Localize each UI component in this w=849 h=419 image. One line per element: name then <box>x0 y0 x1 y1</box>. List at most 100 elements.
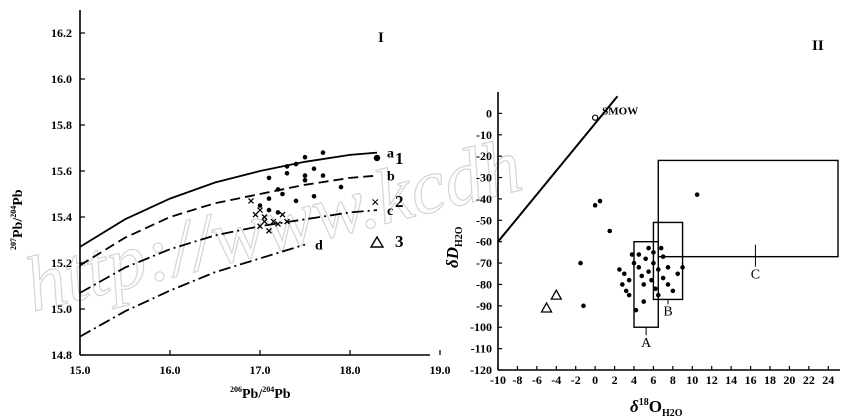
panel-i-label: I <box>378 30 384 46</box>
data-point-dot <box>636 252 642 257</box>
data-point-dot <box>284 171 290 176</box>
y-tick-label: 15.8 <box>51 118 72 132</box>
x-tick-label: 14 <box>725 373 737 387</box>
x-tick-label: -8 <box>512 373 522 387</box>
panel-i-x-axis-label: 206Pb/204Pb <box>230 385 291 402</box>
data-point-cross <box>279 211 286 218</box>
region-box-C <box>657 159 839 258</box>
panel-i-y-ticks: 14.8 15.0 15.2 15.4 15.6 15.8 16.0 16.2 <box>51 26 85 362</box>
data-point-dot <box>597 198 603 204</box>
data-point-dot <box>641 282 647 287</box>
curve-b <box>79 174 378 267</box>
x-tick-label: -6 <box>532 373 542 387</box>
y-tick-label: -10 <box>476 128 492 142</box>
data-point-dot <box>293 198 299 204</box>
x-tick-label: 18.0 <box>340 363 361 377</box>
data-point-dot <box>639 273 645 279</box>
data-point-dot <box>653 286 658 292</box>
curve-a <box>79 151 378 248</box>
data-point-dot <box>311 194 317 199</box>
y-tick-label: 0 <box>486 106 492 120</box>
data-point-dot <box>655 267 661 272</box>
data-point-dot <box>665 282 671 287</box>
data-point-dot <box>275 210 281 215</box>
data-point-dot <box>620 282 625 287</box>
x-tick-label: 10 <box>686 373 698 387</box>
data-point-dot <box>275 187 281 192</box>
data-point-dot <box>680 265 685 270</box>
data-point-dot <box>578 260 583 266</box>
data-point-dot <box>626 277 632 283</box>
x-tick-label: 16 <box>745 373 757 387</box>
data-point-dot <box>651 260 656 266</box>
data-point-dot <box>257 203 263 208</box>
curve-d <box>79 243 306 338</box>
x-tick-label: 4 <box>631 373 637 387</box>
legend-dot-marker <box>373 154 381 162</box>
y-tick-label: 14.8 <box>51 348 72 362</box>
curve-label-a: a <box>387 147 394 162</box>
panel-i-curves: ab c d <box>79 147 395 338</box>
data-point-dot <box>302 154 308 160</box>
data-point-dot <box>293 161 299 167</box>
data-point-cross <box>261 218 268 225</box>
y-tick-label: -110 <box>471 342 492 356</box>
data-point-cross <box>257 207 263 214</box>
panel-i-y-axis-label: 207Pb/204Pb <box>9 189 26 250</box>
panel-i-legend: 1 × 2 3 <box>369 149 404 251</box>
data-point-dot <box>641 299 647 304</box>
x-tick-label: 6 <box>650 373 656 387</box>
panel-ii-y-ticks: 0 -10 -20 -30 -40 -50 -60 -70 -80 -90 -100 -110 -120 <box>470 106 502 377</box>
legend-triangle-marker <box>369 235 385 248</box>
region-label-C: C <box>751 268 760 283</box>
data-point-dot <box>266 196 272 201</box>
x-tick-label: 2 <box>612 373 618 387</box>
x-tick-label: -2 <box>571 373 581 387</box>
data-point-dot <box>651 250 656 255</box>
x-tick-label: 18 <box>764 373 776 387</box>
data-point-dot <box>694 192 700 197</box>
panel-ii-label: II <box>812 38 824 54</box>
data-point-dot <box>655 292 661 298</box>
data-point-dot <box>338 184 344 190</box>
curve-label-c: c <box>387 204 393 219</box>
x-tick-label: 16.0 <box>160 363 181 377</box>
y-tick-label: 15.6 <box>51 164 72 178</box>
legend-cross-marker: × <box>371 195 380 211</box>
y-tick-label: -30 <box>476 171 492 185</box>
y-tick-label: -90 <box>476 299 492 313</box>
data-point-dot <box>621 271 627 277</box>
data-point-dot <box>623 288 629 294</box>
y-tick-label: -40 <box>476 192 492 206</box>
region-label-B: B <box>663 304 672 319</box>
data-point-cross <box>284 218 290 225</box>
y-tick-label: -60 <box>476 235 492 249</box>
data-point-dot <box>660 275 666 281</box>
y-tick-label: 16.2 <box>51 26 72 40</box>
data-point-dot <box>266 175 272 181</box>
x-tick-label: 24 <box>822 373 834 387</box>
x-tick-label: 19.0 <box>430 363 451 377</box>
data-point-dot <box>617 267 622 272</box>
meteoric-water-line <box>497 95 619 243</box>
data-point-cross <box>252 211 259 218</box>
curve-label-d: d <box>315 239 323 254</box>
data-point-dot <box>646 245 651 251</box>
legend-label-2: 2 <box>395 192 404 211</box>
x-tick-label: 0 <box>592 373 598 387</box>
data-point-dot <box>626 292 632 298</box>
legend-label-3: 3 <box>395 232 404 251</box>
data-point-dot <box>665 265 671 270</box>
data-point-dot <box>266 207 272 213</box>
data-point-dot <box>631 260 637 266</box>
y-tick-label: -50 <box>476 213 492 227</box>
panel-ii-x-ticks: -10 -8 -6 -4 -2 0 2 4 6 8 10 12 14 16 18 20 22 24 <box>490 366 834 387</box>
panel-ii-points <box>540 192 700 313</box>
meteoric-water-line-path <box>497 95 619 243</box>
data-point-dot <box>670 288 676 294</box>
data-point-cross <box>248 197 254 204</box>
panel-ii-x-axis-label: δ18OH2O <box>630 397 683 419</box>
y-tick-label: -120 <box>470 363 492 377</box>
panel-i-x-ticks: 15.0 16.0 17.0 18.0 19.0 <box>70 350 451 377</box>
y-tick-label: -70 <box>476 256 492 270</box>
